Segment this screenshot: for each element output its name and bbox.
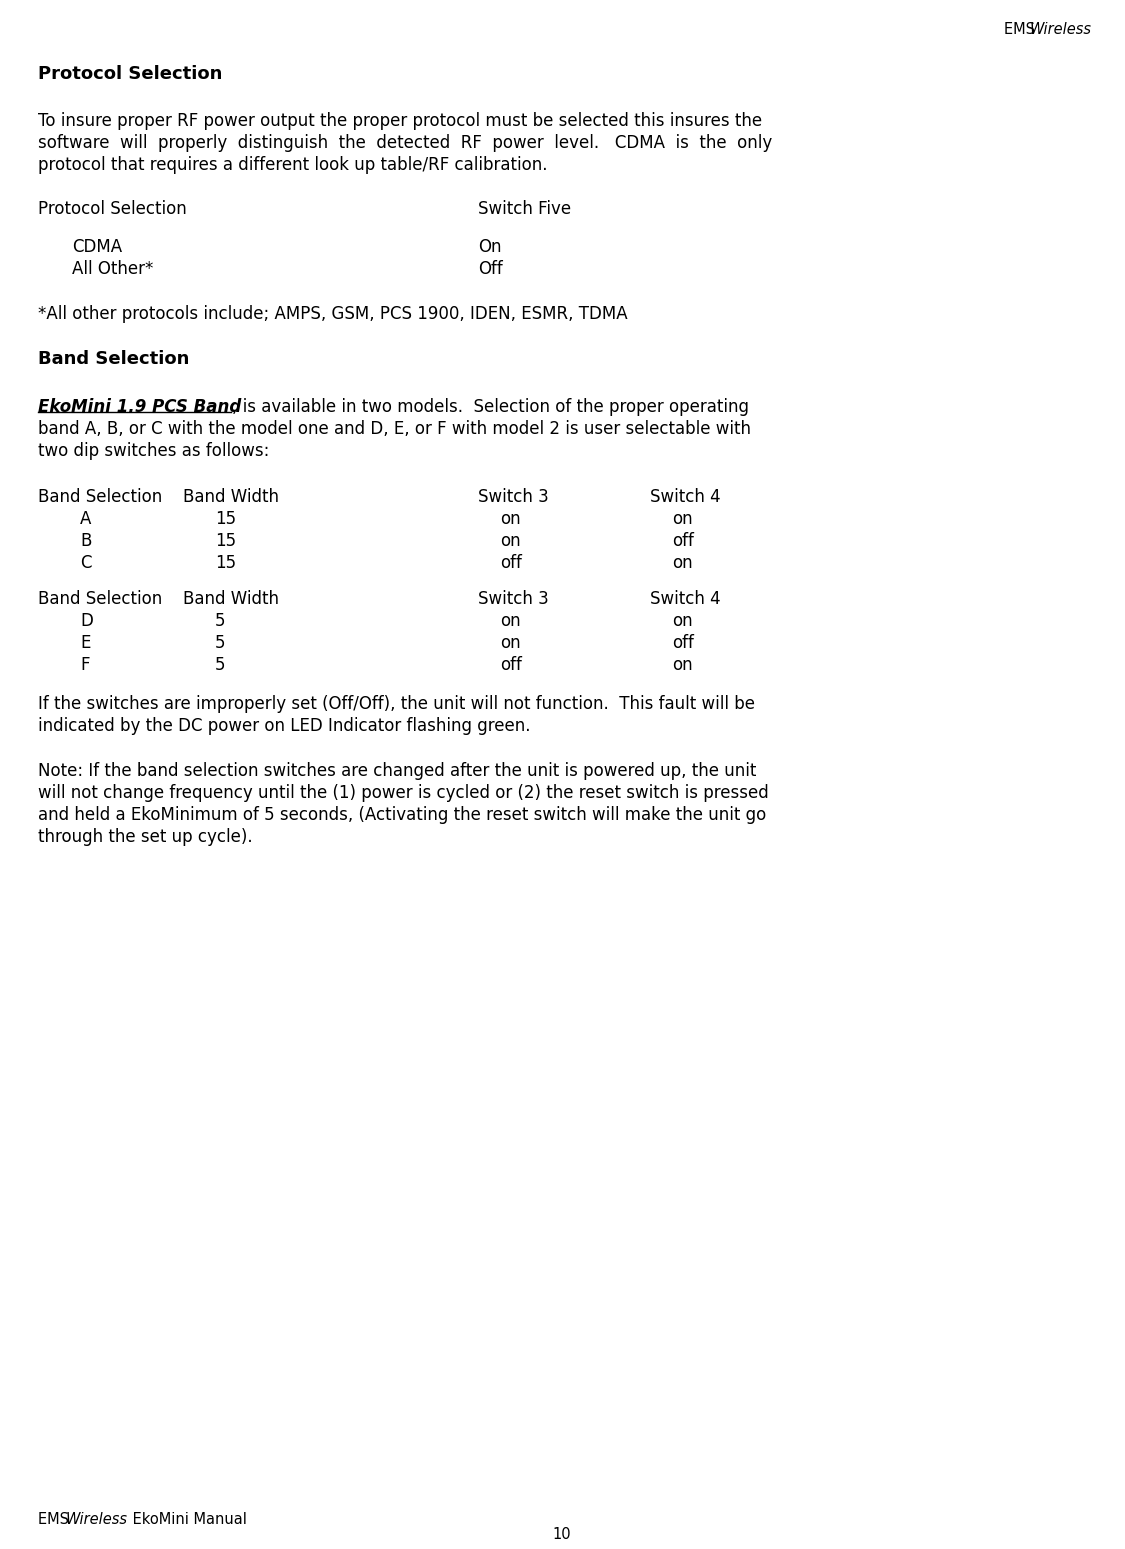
Text: Band Selection: Band Selection <box>38 590 162 609</box>
Text: Band Width: Band Width <box>183 590 279 609</box>
Text: on: on <box>672 612 693 630</box>
Text: Switch 4: Switch 4 <box>650 590 721 609</box>
Text: EkoMini 1.9 PCS Band: EkoMini 1.9 PCS Band <box>38 398 241 417</box>
Text: Band Width: Band Width <box>183 488 279 507</box>
Text: If the switches are improperly set (Off/Off), the unit will not function.  This : If the switches are improperly set (Off/… <box>38 696 755 713</box>
Text: on: on <box>672 555 693 572</box>
Text: Switch Five: Switch Five <box>478 200 572 218</box>
Text: protocol that requires a different look up table/RF calibration.: protocol that requires a different look … <box>38 156 548 173</box>
Text: Note: If the band selection switches are changed after the unit is powered up, t: Note: If the band selection switches are… <box>38 762 756 781</box>
Text: Switch 3: Switch 3 <box>478 590 549 609</box>
Text: 15: 15 <box>215 510 236 528</box>
Text: two dip switches as follows:: two dip switches as follows: <box>38 441 269 460</box>
Text: EMS: EMS <box>1005 22 1040 37</box>
Text: on: on <box>500 510 521 528</box>
Text: Band Selection: Band Selection <box>38 488 162 507</box>
Text: on: on <box>500 634 521 652</box>
Text: 5: 5 <box>215 655 225 674</box>
Text: software  will  properly  distinguish  the  detected  RF  power  level.   CDMA  : software will properly distinguish the d… <box>38 135 772 152</box>
Text: will not change frequency until the (1) power is cycled or (2) the reset switch : will not change frequency until the (1) … <box>38 784 768 802</box>
Text: EkoMini Manual: EkoMini Manual <box>128 1512 246 1527</box>
Text: 5: 5 <box>215 612 225 630</box>
Text: F: F <box>80 655 90 674</box>
Text: and held a EkoMinimum of 5 seconds, (Activating the reset switch will make the u: and held a EkoMinimum of 5 seconds, (Act… <box>38 805 766 824</box>
Text: on: on <box>500 612 521 630</box>
Text: off: off <box>500 655 522 674</box>
Text: indicated by the DC power on LED Indicator flashing green.: indicated by the DC power on LED Indicat… <box>38 717 531 734</box>
Text: C: C <box>80 555 91 572</box>
Text: Switch 3: Switch 3 <box>478 488 549 507</box>
Text: Wireless: Wireless <box>1030 22 1092 37</box>
Text: E: E <box>80 634 90 652</box>
Text: 15: 15 <box>215 555 236 572</box>
Text: on: on <box>500 531 521 550</box>
Text: B: B <box>80 531 91 550</box>
Text: EMS: EMS <box>38 1512 73 1527</box>
Text: CDMA: CDMA <box>72 239 123 256</box>
Text: Band Selection: Band Selection <box>38 350 189 369</box>
Text: off: off <box>500 555 522 572</box>
Text: through the set up cycle).: through the set up cycle). <box>38 829 253 846</box>
Text: Protocol Selection: Protocol Selection <box>38 65 223 84</box>
Text: Switch 4: Switch 4 <box>650 488 721 507</box>
Text: 5: 5 <box>215 634 225 652</box>
Text: band A, B, or C with the model one and D, E, or F with model 2 is user selectabl: band A, B, or C with the model one and D… <box>38 420 752 438</box>
Text: To insure proper RF power output the proper protocol must be selected this insur: To insure proper RF power output the pro… <box>38 112 762 130</box>
Text: Off: Off <box>478 260 503 277</box>
Text: Protocol Selection: Protocol Selection <box>38 200 187 218</box>
Text: on: on <box>672 510 693 528</box>
Text: All Other*: All Other* <box>72 260 153 277</box>
Text: On: On <box>478 239 502 256</box>
Text: off: off <box>672 634 694 652</box>
Text: 10: 10 <box>552 1527 572 1541</box>
Text: A: A <box>80 510 91 528</box>
Text: 15: 15 <box>215 531 236 550</box>
Text: D: D <box>80 612 93 630</box>
Text: off: off <box>672 531 694 550</box>
Text: , is available in two models.  Selection of the proper operating: , is available in two models. Selection … <box>232 398 749 417</box>
Text: on: on <box>672 655 693 674</box>
Text: Wireless: Wireless <box>66 1512 128 1527</box>
Text: *All other protocols include; AMPS, GSM, PCS 1900, IDEN, ESMR, TDMA: *All other protocols include; AMPS, GSM,… <box>38 305 628 324</box>
